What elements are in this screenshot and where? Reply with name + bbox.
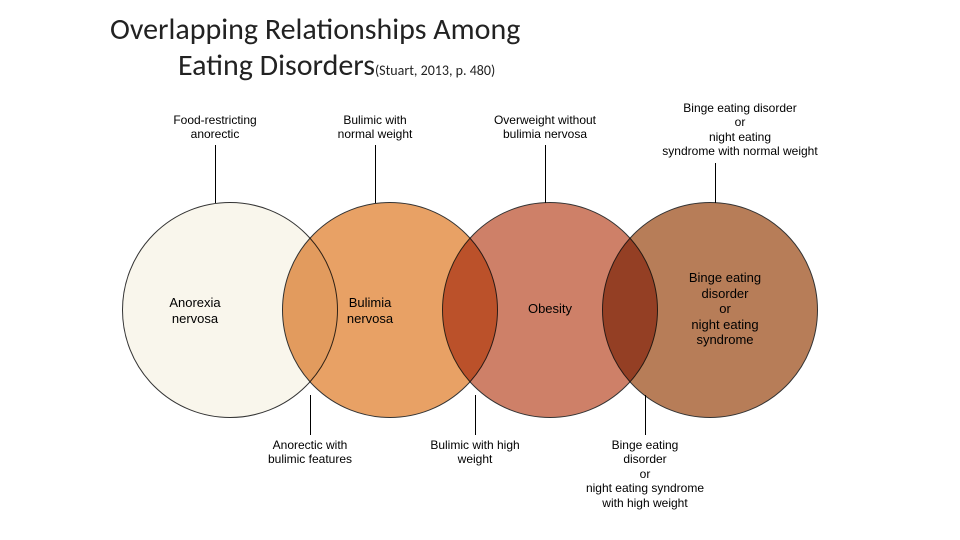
label-binge: Binge eatingdisorderornight eatingsyndro… — [670, 270, 780, 348]
connector-top-3 — [545, 145, 546, 203]
connector-top-2 — [375, 145, 376, 203]
venn-diagram: Anorexianervosa Bulimianervosa Obesity B… — [115, 95, 845, 515]
title-line2: Eating Disorders(Stuart, 2013, p. 480) — [110, 48, 810, 84]
bottom-label-binge-high: Binge eatingdisorderornight eating syndr… — [565, 438, 725, 510]
label-anorexia: Anorexianervosa — [145, 295, 245, 326]
label-obesity: Obesity — [500, 301, 600, 317]
bottom-label-bulimic-high: Bulimic with highweight — [415, 438, 535, 467]
top-label-food-restricting: Food-restrictinganorectic — [160, 113, 270, 142]
top-label-bulimic-normal: Bulimic withnormal weight — [320, 113, 430, 142]
label-bulimia: Bulimianervosa — [320, 295, 420, 326]
title-text2: Eating Disorders — [178, 47, 375, 84]
connector-bottom-3 — [645, 395, 646, 435]
top-label-overweight: Overweight withoutbulimia nervosa — [475, 113, 615, 142]
connector-bottom-1 — [310, 395, 311, 435]
title-line1: Overlapping Relationships Among — [110, 12, 810, 48]
bottom-label-anorectic-bulimic: Anorectic withbulimic features — [250, 438, 370, 467]
connector-top-4 — [715, 163, 716, 203]
citation: (Stuart, 2013, p. 480) — [375, 62, 495, 79]
title-block: Overlapping Relationships Among Eating D… — [110, 12, 810, 84]
top-label-binge-normal: Binge eating disorderornight eatingsyndr… — [635, 101, 845, 159]
connector-bottom-2 — [475, 395, 476, 435]
connector-top-1 — [215, 145, 216, 203]
